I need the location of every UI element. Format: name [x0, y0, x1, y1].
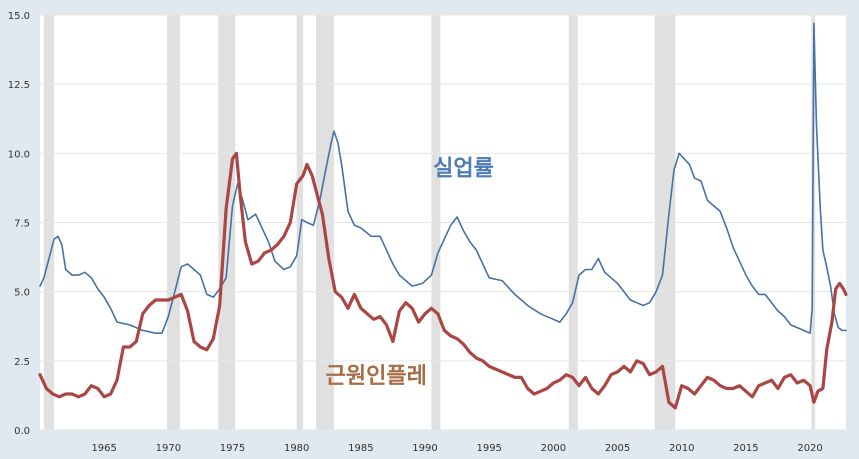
x-tick-label: 2000: [541, 443, 566, 454]
y-tick-label: 10.0: [8, 149, 30, 160]
x-tick-label: 2020: [797, 443, 822, 454]
y-tick-label: 15.0: [8, 11, 30, 22]
x-tick-label: 1995: [476, 443, 501, 454]
x-tick-label: 1975: [220, 443, 245, 454]
series-line-1: [38, 151, 848, 410]
y-tick-label: 5.0: [14, 288, 30, 299]
x-tick-label: 1970: [156, 443, 181, 454]
axis-labels: 0.0 2.5 5.0 7.5 10.0 12.5 15.0 1965 1970 1975 1980…: [8, 11, 823, 454]
x-tick-label: 1990: [412, 443, 437, 454]
series-label-1: 근원인플레: [326, 364, 427, 389]
y-tick-label: 7.5: [14, 219, 30, 230]
x-tick-label: 1980: [284, 443, 309, 454]
x-tick-label: 2010: [669, 443, 694, 454]
x-tick-label: 2005: [605, 443, 630, 454]
series-label-0: 실업률: [433, 156, 494, 181]
x-tick-label: 2015: [733, 443, 758, 454]
y-tick-label: 12.5: [8, 80, 30, 91]
y-tick-label: 0.0: [14, 426, 30, 437]
y-tick-label: 2.5: [14, 357, 30, 368]
x-tick-label: 1965: [91, 443, 116, 454]
x-tick-label: 1985: [348, 443, 373, 454]
series-lines: [38, 22, 848, 410]
series-line-0: [39, 22, 847, 334]
